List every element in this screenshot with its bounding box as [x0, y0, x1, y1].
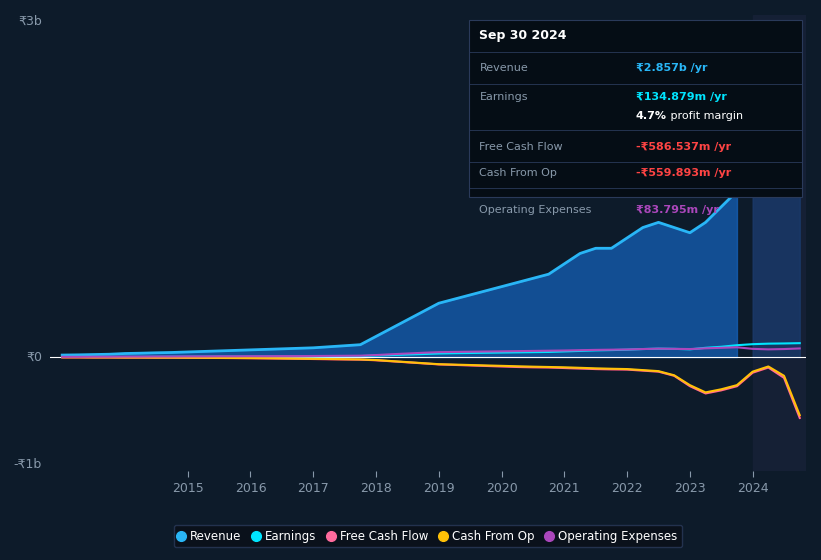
Text: Sep 30 2024: Sep 30 2024	[479, 29, 566, 42]
Text: ₹3b: ₹3b	[18, 15, 42, 28]
Text: -₹1b: -₹1b	[14, 458, 42, 471]
Text: Earnings: Earnings	[479, 92, 528, 102]
Legend: Revenue, Earnings, Free Cash Flow, Cash From Op, Operating Expenses: Revenue, Earnings, Free Cash Flow, Cash …	[173, 525, 682, 547]
Text: Cash From Op: Cash From Op	[479, 169, 557, 179]
Text: -₹586.537m /yr: -₹586.537m /yr	[635, 142, 731, 152]
Text: ₹2.857b /yr: ₹2.857b /yr	[635, 63, 708, 73]
Text: ₹83.795m /yr: ₹83.795m /yr	[635, 205, 718, 215]
Text: ₹0: ₹0	[26, 351, 42, 363]
Text: 4.7%: 4.7%	[635, 111, 667, 120]
Text: Free Cash Flow: Free Cash Flow	[479, 142, 563, 152]
Text: Operating Expenses: Operating Expenses	[479, 205, 592, 215]
Text: -₹559.893m /yr: -₹559.893m /yr	[635, 169, 731, 179]
Bar	[753, 15, 806, 471]
Text: ₹134.879m /yr: ₹134.879m /yr	[635, 92, 727, 102]
Text: profit margin: profit margin	[667, 111, 744, 120]
Text: Revenue: Revenue	[479, 63, 528, 73]
